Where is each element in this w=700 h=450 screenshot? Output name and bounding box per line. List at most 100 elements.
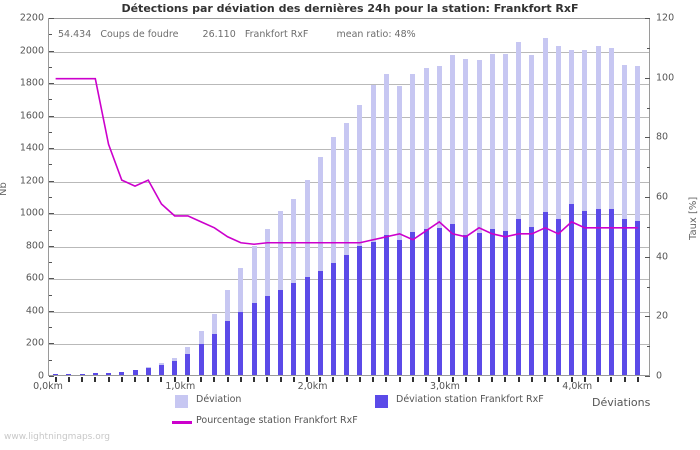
- bar-deviation-station: [635, 221, 641, 375]
- bar-deviation-station: [608, 209, 614, 375]
- y-tick-label: 400: [25, 305, 44, 317]
- gridline: [49, 84, 649, 86]
- y2-tick-mark-minor: [647, 107, 650, 109]
- bar-deviation-station: [582, 210, 588, 375]
- bar-deviation: [542, 38, 548, 375]
- y2-tick-label: 120: [656, 12, 675, 24]
- chart-subtitle: 54.434 Coups de foudre 26.110 Frankfort …: [58, 29, 416, 40]
- bar-deviation-station: [436, 227, 442, 375]
- y-tick-mark: [49, 245, 54, 247]
- bar-deviation-station: [595, 209, 601, 375]
- bar-deviation-station: [330, 262, 336, 375]
- x-tick-mark: [372, 377, 375, 382]
- bar-deviation-station: [198, 344, 204, 375]
- x-tick-label: 0,0km: [33, 381, 63, 392]
- x-tick-mark: [557, 377, 560, 382]
- x-tick-mark: [517, 377, 520, 382]
- y2-tick-mark: [645, 18, 650, 19]
- bar-deviation: [450, 55, 456, 375]
- bar-deviation-station: [529, 226, 535, 375]
- bar-deviation-station: [172, 361, 178, 375]
- x-tick-mark: [292, 377, 295, 382]
- bar-deviation: [317, 156, 323, 375]
- x-tick-mark: [570, 377, 573, 382]
- bar-deviation-station: [251, 303, 257, 375]
- x-tick-mark: [332, 377, 335, 382]
- y-tick-mark-minor: [49, 34, 52, 36]
- y-tick-mark-minor: [49, 197, 52, 198]
- x-tick-mark: [385, 377, 388, 382]
- y-tick-label: 0: [37, 370, 44, 382]
- x-tick-mark: [610, 377, 613, 382]
- watermark: www.lightningmaps.org: [4, 432, 110, 442]
- y-tick-mark-minor: [49, 229, 52, 231]
- x-tick-mark: [94, 377, 97, 382]
- bar-deviation-station: [542, 212, 548, 375]
- legend-label: Déviation station Frankfort RxF: [396, 394, 544, 405]
- x-tick-mark: [544, 377, 547, 382]
- bar-deviation: [502, 53, 508, 375]
- y-tick-label: 1000: [19, 207, 44, 219]
- bar-deviation-station: [370, 242, 376, 375]
- y-tick-label: 800: [25, 240, 44, 252]
- x-tick-mark: [358, 377, 361, 382]
- bar-deviation-station: [516, 218, 522, 375]
- y-tick-mark-minor: [49, 164, 52, 166]
- bar-deviation-station: [489, 228, 495, 375]
- x-tick-mark: [253, 377, 256, 382]
- y2-tick-label: 0: [656, 370, 663, 382]
- bar-deviation-station: [106, 372, 112, 375]
- x-tick-mark: [623, 377, 626, 382]
- x-tick-mark: [147, 377, 150, 382]
- bar-deviation-station: [476, 233, 482, 375]
- x-tick-mark: [266, 377, 269, 382]
- y2-tick-label: 80: [656, 131, 669, 143]
- y-tick-label: 1400: [19, 142, 44, 154]
- y-tick-label: 600: [25, 272, 44, 284]
- y-axis-left-label: Nb: [0, 182, 9, 196]
- y-tick-mark: [49, 180, 54, 182]
- bar-deviation-station: [463, 235, 469, 375]
- x-tick-mark: [226, 377, 229, 382]
- x-tick-mark: [306, 377, 308, 382]
- bar-deviation-station: [92, 373, 98, 375]
- x-tick-mark: [438, 377, 441, 382]
- bar-deviation-station: [291, 283, 297, 375]
- bar-deviation-station: [383, 235, 389, 375]
- x-tick-mark: [54, 377, 57, 382]
- legend-swatch: [375, 395, 388, 408]
- bar-deviation: [476, 60, 482, 375]
- x-tick-label: 4,0km: [562, 381, 593, 392]
- x-tick-mark: [67, 377, 70, 382]
- bar-deviation: [357, 104, 363, 375]
- bar-deviation-station: [225, 321, 231, 375]
- x-tick-mark: [491, 377, 494, 382]
- bar-deviation-station: [158, 365, 164, 375]
- x-tick-mark: [530, 377, 533, 382]
- y2-tick-mark: [645, 316, 650, 318]
- bar-deviation-station: [304, 277, 310, 375]
- y2-tick-label: 40: [656, 251, 669, 263]
- total-strokes-label: Coups de foudre: [100, 29, 179, 40]
- bar-deviation-station: [397, 239, 403, 375]
- chart-title: Détections par déviation des dernières 2…: [121, 2, 579, 15]
- x-tick-mark: [636, 377, 639, 382]
- y-tick-mark: [49, 278, 54, 280]
- station-strokes-value: 26.110: [202, 29, 236, 40]
- x-tick-mark: [186, 377, 189, 382]
- bar-deviation-station: [410, 231, 416, 375]
- bar-deviation: [516, 42, 522, 375]
- x-tick-mark: [81, 377, 84, 382]
- y2-tick-label: 100: [656, 72, 675, 84]
- bar-deviation: [463, 59, 469, 375]
- y-tick-label: 2000: [19, 45, 44, 57]
- bar-deviation: [304, 179, 310, 375]
- x-tick-mark: [239, 377, 242, 382]
- y-tick-mark: [49, 18, 54, 19]
- y-tick-mark: [49, 50, 54, 52]
- mean-ratio-label: mean ratio: 48%: [336, 29, 416, 40]
- bar-deviation-station: [278, 289, 284, 375]
- y-tick-mark: [49, 213, 54, 215]
- bar-deviation: [436, 65, 442, 375]
